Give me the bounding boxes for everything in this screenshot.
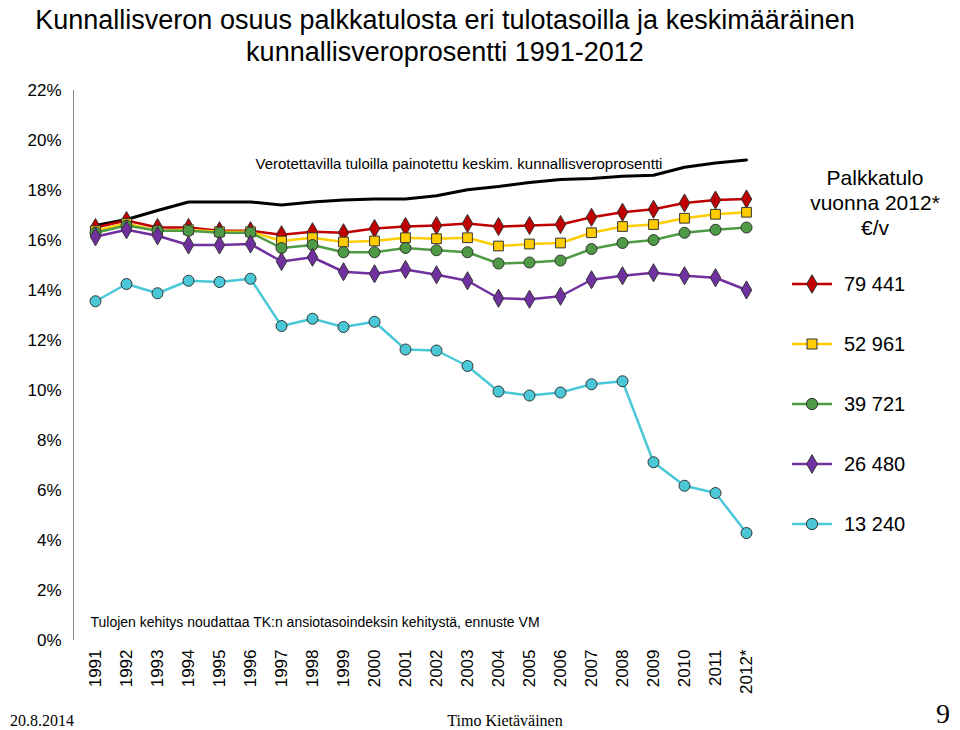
svg-text:16%: 16% xyxy=(27,231,61,250)
html-text:26 480: 26 480 xyxy=(844,452,906,475)
svg-text:Verotettavilla tuloilla painot: Verotettavilla tuloilla painotettu keski… xyxy=(256,155,663,172)
svg-text:2002: 2002 xyxy=(427,650,446,688)
svg-text:1996: 1996 xyxy=(241,650,260,688)
html-text:52 961: 52 961 xyxy=(844,332,906,355)
svg-text:2004: 2004 xyxy=(489,650,508,688)
svg-text:12%: 12% xyxy=(27,331,61,350)
svg-text:2011: 2011 xyxy=(706,650,725,687)
html-text:13 240: 13 240 xyxy=(844,512,906,535)
html-text:39 721: 39 721 xyxy=(844,392,906,415)
svg-text:1995: 1995 xyxy=(210,650,229,688)
html-text:Kunnallisveron osuus palkkatul: Kunnallisveron osuus palkkatulosta eri t… xyxy=(35,5,855,67)
svg-text:6%: 6% xyxy=(37,481,62,500)
svg-text:2010: 2010 xyxy=(675,650,694,688)
svg-text:14%: 14% xyxy=(27,281,61,300)
svg-text:2001: 2001 xyxy=(396,650,415,688)
svg-text:1999: 1999 xyxy=(334,650,353,688)
svg-text:1992: 1992 xyxy=(117,650,136,688)
svg-text:1997: 1997 xyxy=(272,650,291,688)
svg-text:2006: 2006 xyxy=(551,650,570,688)
svg-text:20%: 20% xyxy=(27,131,61,150)
svg-text:2005: 2005 xyxy=(520,650,539,688)
svg-text:8%: 8% xyxy=(37,431,62,450)
svg-text:2%: 2% xyxy=(37,581,62,600)
html-text:79 441: 79 441 xyxy=(844,272,906,295)
svg-text:2007: 2007 xyxy=(582,650,601,688)
svg-text:22%: 22% xyxy=(27,81,61,100)
svg-text:1991: 1991 xyxy=(86,650,105,688)
svg-text:1994: 1994 xyxy=(179,650,198,688)
svg-text:2003: 2003 xyxy=(458,650,477,688)
svg-text:Tulojen kehitys noudattaa TK:n: Tulojen kehitys noudattaa TK:n ansiotaso… xyxy=(91,614,540,630)
svg-text:2000: 2000 xyxy=(365,650,384,688)
svg-text:2012*: 2012* xyxy=(737,649,756,694)
html-text:Timo Kietäväinen: Timo Kietäväinen xyxy=(447,712,563,729)
svg-text:0%: 0% xyxy=(37,631,62,650)
svg-text:10%: 10% xyxy=(27,381,61,400)
html-text:Palkkatulo vuonna 2012* €/v: Palkkatulo vuonna 2012* €/v xyxy=(810,166,940,239)
svg-text:2008: 2008 xyxy=(613,650,632,688)
svg-text:18%: 18% xyxy=(27,181,61,200)
svg-text:4%: 4% xyxy=(37,531,62,550)
html-text:9: 9 xyxy=(936,698,950,729)
svg-text:2009: 2009 xyxy=(644,650,663,688)
html-text:20.8.2014: 20.8.2014 xyxy=(10,712,74,729)
svg-text:1993: 1993 xyxy=(148,650,167,688)
svg-text:1998: 1998 xyxy=(303,650,322,688)
